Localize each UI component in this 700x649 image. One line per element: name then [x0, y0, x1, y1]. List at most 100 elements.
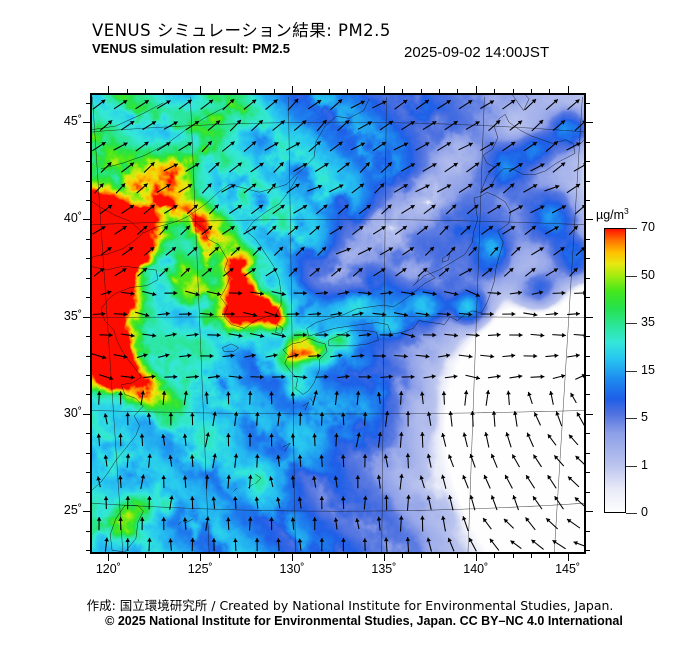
timestamp-label: 2025‐09‐02 14:00JST — [404, 44, 550, 61]
longitude-tick-label: 145˚ — [555, 562, 581, 576]
axis-minor-tick — [586, 336, 590, 337]
axis-minor-tick — [366, 89, 367, 93]
axis-minor-tick — [586, 453, 590, 454]
axis-minor-tick — [237, 554, 238, 558]
axis-minor-tick — [86, 356, 90, 357]
axis-minor-tick — [457, 89, 458, 93]
colorbar-tick-mark — [626, 370, 637, 372]
axis-minor-tick — [586, 278, 590, 279]
latitude-tick-label: 45˚ — [63, 114, 82, 129]
axis-minor-tick — [586, 161, 590, 162]
axis-minor-tick — [127, 554, 128, 558]
axis-minor-tick — [86, 550, 90, 551]
axis-minor-tick — [384, 86, 385, 93]
axis-minor-tick — [86, 258, 90, 259]
license-line: © 2025 National Institute for Environmen… — [0, 614, 700, 628]
pm25-concentration-field — [90, 93, 586, 554]
axis-minor-tick — [366, 554, 367, 558]
axis-minor-tick — [586, 492, 590, 493]
axis-minor-tick — [402, 89, 403, 93]
axis-minor-tick — [86, 433, 90, 434]
axis-minor-tick — [182, 554, 183, 558]
longitude-tick-label: 125˚ — [187, 562, 213, 576]
latitude-tick-label: 40˚ — [63, 211, 82, 226]
axis-minor-tick — [86, 161, 90, 162]
axis-minor-tick — [83, 414, 90, 415]
axis-minor-tick — [86, 453, 90, 454]
colorbar-unit-label: µg/m3 — [596, 206, 629, 222]
axis-minor-tick — [83, 511, 90, 512]
axis-minor-tick — [108, 86, 109, 93]
colorbar-tick-mark — [626, 323, 637, 324]
page-title-en: VENUS simulation result: PM2.5 — [92, 41, 290, 56]
axis-minor-tick — [310, 554, 311, 558]
colorbar-tick-label: 5 — [641, 410, 648, 424]
axis-minor-tick — [310, 89, 311, 93]
axis-minor-tick — [86, 375, 90, 376]
colorbar-gradient — [604, 228, 626, 513]
axis-minor-tick — [86, 336, 90, 337]
axis-minor-tick — [586, 239, 590, 240]
map-plot-area — [90, 93, 586, 554]
axis-minor-tick — [86, 394, 90, 395]
colorbar-unit-text: µg/m — [596, 208, 625, 223]
axis-minor-tick — [586, 103, 590, 104]
colorbar-tick-mark — [626, 513, 637, 514]
axis-minor-tick — [494, 89, 495, 93]
axis-minor-tick — [86, 531, 90, 532]
axis-minor-tick — [292, 554, 293, 561]
colorbar-tick-label: 50 — [641, 267, 655, 282]
page-title-jp: VENUS シミュレーション結果: PM2.5 — [92, 21, 391, 40]
axis-minor-tick — [292, 86, 293, 93]
axis-minor-tick — [439, 554, 440, 558]
credit-line: 作成: 国立環境研究所 / Created by National Instit… — [86, 598, 614, 613]
axis-minor-tick — [255, 89, 256, 93]
axis-minor-tick — [86, 142, 90, 143]
axis-minor-tick — [586, 472, 590, 473]
axis-minor-tick — [86, 239, 90, 240]
axis-minor-tick — [586, 550, 590, 551]
axis-minor-tick — [586, 317, 593, 318]
longitude-tick-label: 130˚ — [279, 562, 305, 576]
axis-minor-tick — [219, 89, 220, 93]
axis-minor-tick — [586, 200, 590, 201]
axis-minor-tick — [531, 89, 532, 93]
axis-minor-tick — [586, 356, 590, 357]
axis-minor-tick — [86, 492, 90, 493]
axis-minor-tick — [586, 297, 590, 298]
axis-minor-tick — [421, 89, 422, 93]
axis-minor-tick — [531, 554, 532, 558]
axis-minor-tick — [586, 142, 590, 143]
colorbar-tick-mark — [626, 275, 637, 277]
axis-minor-tick — [347, 89, 348, 93]
axis-minor-tick — [86, 200, 90, 201]
axis-minor-tick — [83, 317, 90, 318]
longitude-tick-label: 120˚ — [95, 562, 121, 576]
axis-minor-tick — [586, 511, 593, 512]
axis-minor-tick — [549, 554, 550, 558]
colorbar-tick-label: 0 — [641, 505, 648, 519]
axis-minor-tick — [586, 394, 590, 395]
axis-minor-tick — [108, 554, 109, 561]
axis-minor-tick — [586, 433, 590, 434]
axis-minor-tick — [513, 89, 514, 93]
axis-minor-tick — [439, 89, 440, 93]
axis-minor-tick — [255, 554, 256, 558]
axis-minor-tick — [86, 278, 90, 279]
axis-minor-tick — [494, 554, 495, 558]
latitude-tick-label: 35˚ — [63, 308, 82, 323]
colorbar-tick-mark — [626, 228, 637, 229]
axis-minor-tick — [329, 89, 330, 93]
axis-minor-tick — [219, 554, 220, 558]
axis-minor-tick — [145, 89, 146, 93]
colorbar-unit-exponent: 3 — [624, 206, 629, 216]
axis-minor-tick — [127, 89, 128, 93]
axis-minor-tick — [384, 554, 385, 561]
axis-minor-tick — [568, 86, 569, 93]
axis-minor-tick — [200, 554, 201, 561]
axis-minor-tick — [402, 554, 403, 558]
axis-minor-tick — [568, 554, 569, 561]
axis-minor-tick — [182, 89, 183, 93]
colorbar-tick-mark — [626, 465, 637, 467]
